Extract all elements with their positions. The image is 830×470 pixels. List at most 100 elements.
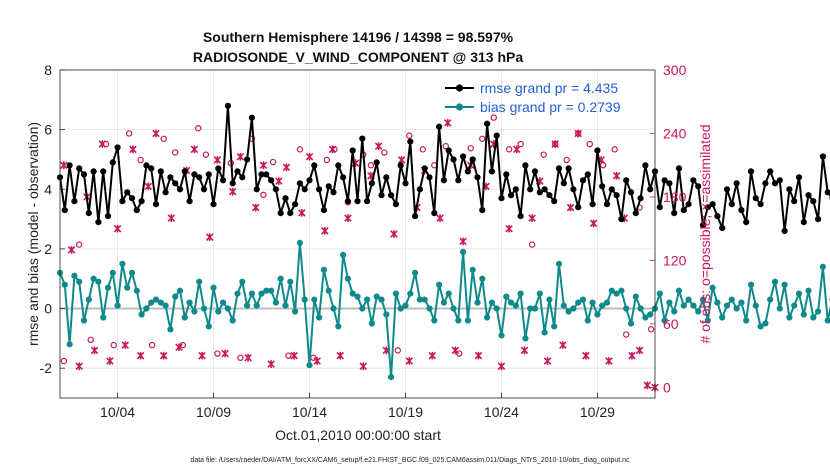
- obs-assimilated-marker: [405, 357, 414, 365]
- rmse-point: [469, 156, 476, 163]
- bias-point: [824, 317, 830, 324]
- rmse-point: [416, 186, 423, 193]
- obs-assimilated-marker: [98, 140, 106, 148]
- bias-point: [200, 305, 208, 312]
- rmse-point: [152, 201, 160, 208]
- obs-possible-marker: [110, 341, 117, 349]
- rmse-point: [181, 168, 188, 175]
- rmse-point: [771, 180, 779, 187]
- x-tick-label: 10/04: [100, 404, 135, 420]
- obs-assimilated-marker: [228, 187, 237, 196]
- bias-point: [143, 305, 150, 312]
- obs-possible-marker: [381, 149, 388, 156]
- bias-point: [80, 317, 88, 324]
- bias-point: [109, 269, 116, 276]
- series-lines: [56, 102, 830, 381]
- bias-point: [436, 281, 443, 288]
- bias-point: [157, 299, 164, 306]
- obs-assimilated-marker: [236, 152, 245, 161]
- bias-point: [205, 323, 212, 330]
- obs-assimilated-marker: [282, 163, 291, 172]
- rmse-point: [80, 171, 88, 178]
- rmse-point: [589, 201, 596, 208]
- bias-point: [555, 260, 563, 267]
- rmse-point: [565, 165, 572, 172]
- bias-point: [685, 296, 692, 303]
- obs-possible-marker: [269, 158, 277, 166]
- obs-assimilated-marker: [459, 237, 467, 246]
- rmse-point: [421, 165, 428, 172]
- obs-assimilated-marker: [106, 357, 114, 365]
- rmse-point: [584, 171, 591, 178]
- rmse-point: [157, 168, 164, 175]
- bias-point: [536, 290, 543, 297]
- bias-point: [162, 302, 169, 309]
- bias-point: [138, 311, 145, 318]
- rmse-point: [695, 183, 702, 190]
- bias-point: [397, 305, 404, 312]
- bias-point: [469, 266, 476, 273]
- rmse-point: [623, 177, 630, 184]
- obs-assimilated-marker: [566, 203, 575, 212]
- x-tick-label: 10/09: [196, 404, 231, 420]
- obs-assimilated-marker: [144, 182, 153, 191]
- obs-assimilated-marker: [244, 353, 252, 362]
- rmse-point: [762, 180, 769, 187]
- obs-possible-marker: [442, 142, 449, 150]
- rmse-point: [61, 207, 68, 214]
- rmse-point: [675, 165, 683, 172]
- bias-point: [690, 302, 697, 309]
- obs-assimilated-marker: [159, 351, 168, 360]
- obs-possible-marker: [623, 331, 630, 338]
- bias-point: [594, 311, 601, 318]
- bias-point: [373, 293, 380, 300]
- rmse-point: [786, 186, 793, 193]
- rmse-point: [292, 201, 299, 208]
- obs-possible-marker: [586, 140, 593, 148]
- bias-point: [263, 287, 270, 294]
- bias-point: [407, 290, 414, 297]
- bias-point: [541, 329, 548, 336]
- rmse-point: [282, 195, 289, 202]
- rmse-point: [517, 213, 524, 220]
- bias-point: [320, 266, 327, 273]
- bias-point: [776, 305, 783, 312]
- bias-point: [632, 293, 639, 300]
- bias-point: [781, 281, 788, 288]
- rmse-point: [340, 174, 347, 181]
- bias-point: [421, 296, 428, 303]
- obs-possible-marker: [490, 114, 497, 121]
- y-tick-label: -2: [40, 360, 53, 376]
- bias-point: [258, 290, 265, 297]
- rmse-point: [570, 186, 577, 193]
- y-tick-label: 6: [44, 122, 52, 138]
- rmse-point: [215, 165, 222, 172]
- rmse-point: [484, 120, 491, 127]
- rmse-point: [767, 168, 774, 175]
- right-tick-label: 240: [663, 125, 687, 141]
- bias-point: [584, 317, 591, 324]
- bias-point: [815, 308, 822, 315]
- bias-point: [277, 275, 284, 282]
- obs-assimilated-marker: [267, 360, 275, 368]
- rmse-point: [608, 186, 615, 193]
- obs-possible-marker: [528, 241, 536, 248]
- obs-possible-marker: [237, 354, 244, 361]
- obs-assimilated-marker: [451, 346, 460, 355]
- rmse-point: [71, 198, 78, 205]
- obs-possible-marker: [611, 146, 618, 153]
- rmse-point: [560, 180, 567, 187]
- bias-point: [234, 290, 241, 297]
- bias-point: [85, 296, 92, 303]
- bias-point: [743, 317, 750, 324]
- rmse-point: [546, 192, 553, 199]
- bias-point: [335, 323, 342, 330]
- obs-assimilated-marker: [336, 351, 344, 360]
- bias-point: [282, 302, 289, 309]
- rmse-point: [637, 195, 644, 202]
- bias-point: [104, 284, 112, 291]
- rmse-point: [138, 198, 145, 205]
- obs-assimilated-marker: [628, 351, 636, 360]
- obs-assimilated-marker: [605, 357, 613, 365]
